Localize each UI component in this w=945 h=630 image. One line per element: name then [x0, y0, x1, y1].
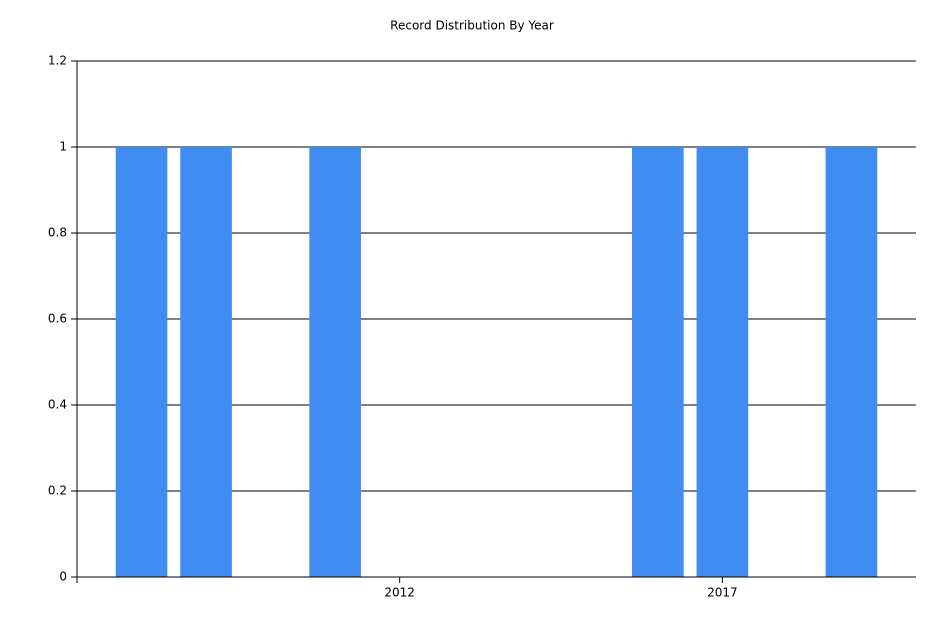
x-tick-label: 2017 — [707, 586, 738, 600]
bar — [825, 147, 878, 577]
y-tick-label: 1 — [59, 140, 67, 154]
y-tick-label: 0 — [59, 570, 67, 584]
bar — [696, 147, 749, 577]
bar — [632, 147, 684, 577]
bar — [309, 147, 361, 577]
bar — [180, 147, 232, 577]
x-tick-label: 2012 — [384, 586, 415, 600]
y-tick-label: 0.8 — [48, 226, 67, 240]
chart-title: Record Distribution By Year — [390, 19, 554, 33]
y-tick-label: 0.6 — [48, 312, 67, 326]
y-tick-label: 0.2 — [48, 484, 67, 498]
bar — [115, 147, 168, 577]
y-tick-label: 0.4 — [48, 398, 67, 412]
y-tick-label: 1.2 — [48, 54, 67, 68]
